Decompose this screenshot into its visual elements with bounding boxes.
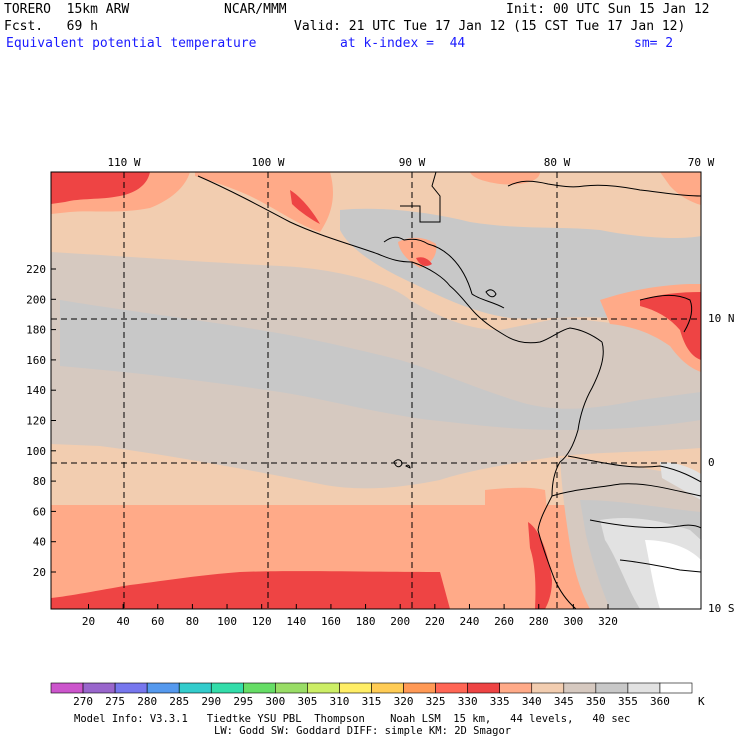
colorbar [50,682,693,694]
y-tick-label: 120 [26,415,46,428]
colorbar-swatch [595,682,629,694]
colorbar-level: 310 [330,695,350,708]
colorbar-level: 360 [650,695,670,708]
colorbar-level: 330 [458,695,478,708]
colorbar-level: 340 [522,695,542,708]
colorbar-level: 290 [201,695,221,708]
x-tick-label: 60 [151,615,164,628]
colorbar-swatch [563,682,597,694]
lat-label: 0 [708,456,715,469]
colorbar-swatch [339,682,372,694]
footer-model-info: Model Info: V3.3.1 Tiedtke YSU PBL Thomp… [74,713,631,725]
colorbar-level: 315 [362,695,382,708]
x-tick-label: 20 [82,615,95,628]
colorbar-swatch [243,682,276,694]
colorbar-level: 270 [73,695,93,708]
x-tick-label: 320 [598,615,618,628]
init-time: Init: 00 UTC Sun 15 Jan 12 [506,2,710,17]
y-tick-label: 140 [26,384,46,397]
colorbar-level: 295 [233,695,253,708]
colorbar-swatch [403,682,436,694]
colorbar-level: 355 [618,695,638,708]
colorbar-swatch [659,682,693,694]
colorbar-swatch [435,682,468,694]
colorbar-unit: K [698,695,705,708]
coastlines [197,172,701,609]
y-axis: 20 40 60 80 100 120 140 160 180 200 220 [26,263,56,579]
x-tick-label: 80 [186,615,199,628]
y-tick-label: 220 [26,263,46,276]
colorbar-level: 280 [137,695,157,708]
graticule [51,172,701,609]
colorbar-level: 275 [105,695,125,708]
colorbar-level: 300 [265,695,285,708]
colorbar-swatch [114,682,148,694]
x-tick-label: 40 [117,615,130,628]
smoothing-info: sm= 2 [634,36,674,51]
colorbar-level: 305 [297,695,317,708]
x-tick-label: 240 [460,615,480,628]
forecast-hour: Fcst. 69 h [4,19,98,34]
lon-label: 110 W [107,156,140,169]
y-tick-label: 160 [26,354,46,367]
lat-label: 10 S [708,602,735,615]
field-name: Equivalent potential temperature [6,36,257,51]
lon-label: 90 W [399,156,426,169]
lon-label: 100 W [251,156,284,169]
x-tick-label: 200 [390,615,410,628]
colorbar-swatch [146,682,180,694]
y-tick-label: 180 [26,324,46,337]
colorbar-swatch [627,682,661,694]
y-tick-label: 100 [26,445,46,458]
colorbar-swatch [210,682,244,694]
footer-physics-info: LW: Godd SW: Goddard DIFF: simple KM: 2D… [214,725,512,737]
colorbar-swatch [307,682,340,694]
colorbar-swatch [531,682,565,694]
lon-label: 80 W [544,156,571,169]
x-tick-label: 220 [425,615,445,628]
longitude-labels: 110 W 100 W 90 W 80 W 70 W [107,156,714,169]
valid-time: Valid: 21 UTC Tue 17 Jan 12 (15 CST Tue … [294,19,686,34]
colorbar-level: 325 [426,695,446,708]
x-tick-label: 280 [529,615,549,628]
x-tick-label: 180 [356,615,376,628]
model-name: TORERO 15km ARW [4,2,130,17]
colorbar-swatch [499,682,533,694]
lat-label: 10 N [708,312,735,325]
colorbar-swatch [371,682,404,694]
colorbar-swatch [467,682,500,694]
x-tick-label: 300 [563,615,583,628]
colorbar-swatch [178,682,212,694]
latitude-labels: 10 N 0 10 S [708,312,735,615]
colorbar-level: 350 [586,695,606,708]
x-tick-label: 100 [217,615,237,628]
colorbar-swatch [275,682,308,694]
y-tick-label: 40 [33,536,46,549]
x-axis: 20 40 60 80 100 120 140 160 180 200 220 240 260 280 30… [82,604,618,628]
level-info: at k-index = 44 [340,36,466,51]
lon-label: 70 W [688,156,715,169]
colorbar-level: 285 [169,695,189,708]
theta-e-field [51,172,701,609]
y-tick-label: 60 [33,505,46,518]
colorbar-labels: 270 275 280 285 290 295 300 305 310 315 320 325 330 3… [73,695,670,708]
colorbar-swatch [50,682,84,694]
organization: NCAR/MMM [224,2,287,17]
y-tick-label: 80 [33,475,46,488]
colorbar-swatch [82,682,116,694]
colorbar-level: 320 [394,695,414,708]
x-tick-label: 140 [286,615,306,628]
x-tick-label: 160 [321,615,341,628]
x-tick-label: 120 [252,615,272,628]
colorbar-level: 335 [490,695,510,708]
y-tick-label: 20 [33,566,46,579]
x-tick-label: 260 [494,615,514,628]
colorbar-level: 345 [554,695,574,708]
y-tick-label: 200 [26,293,46,306]
